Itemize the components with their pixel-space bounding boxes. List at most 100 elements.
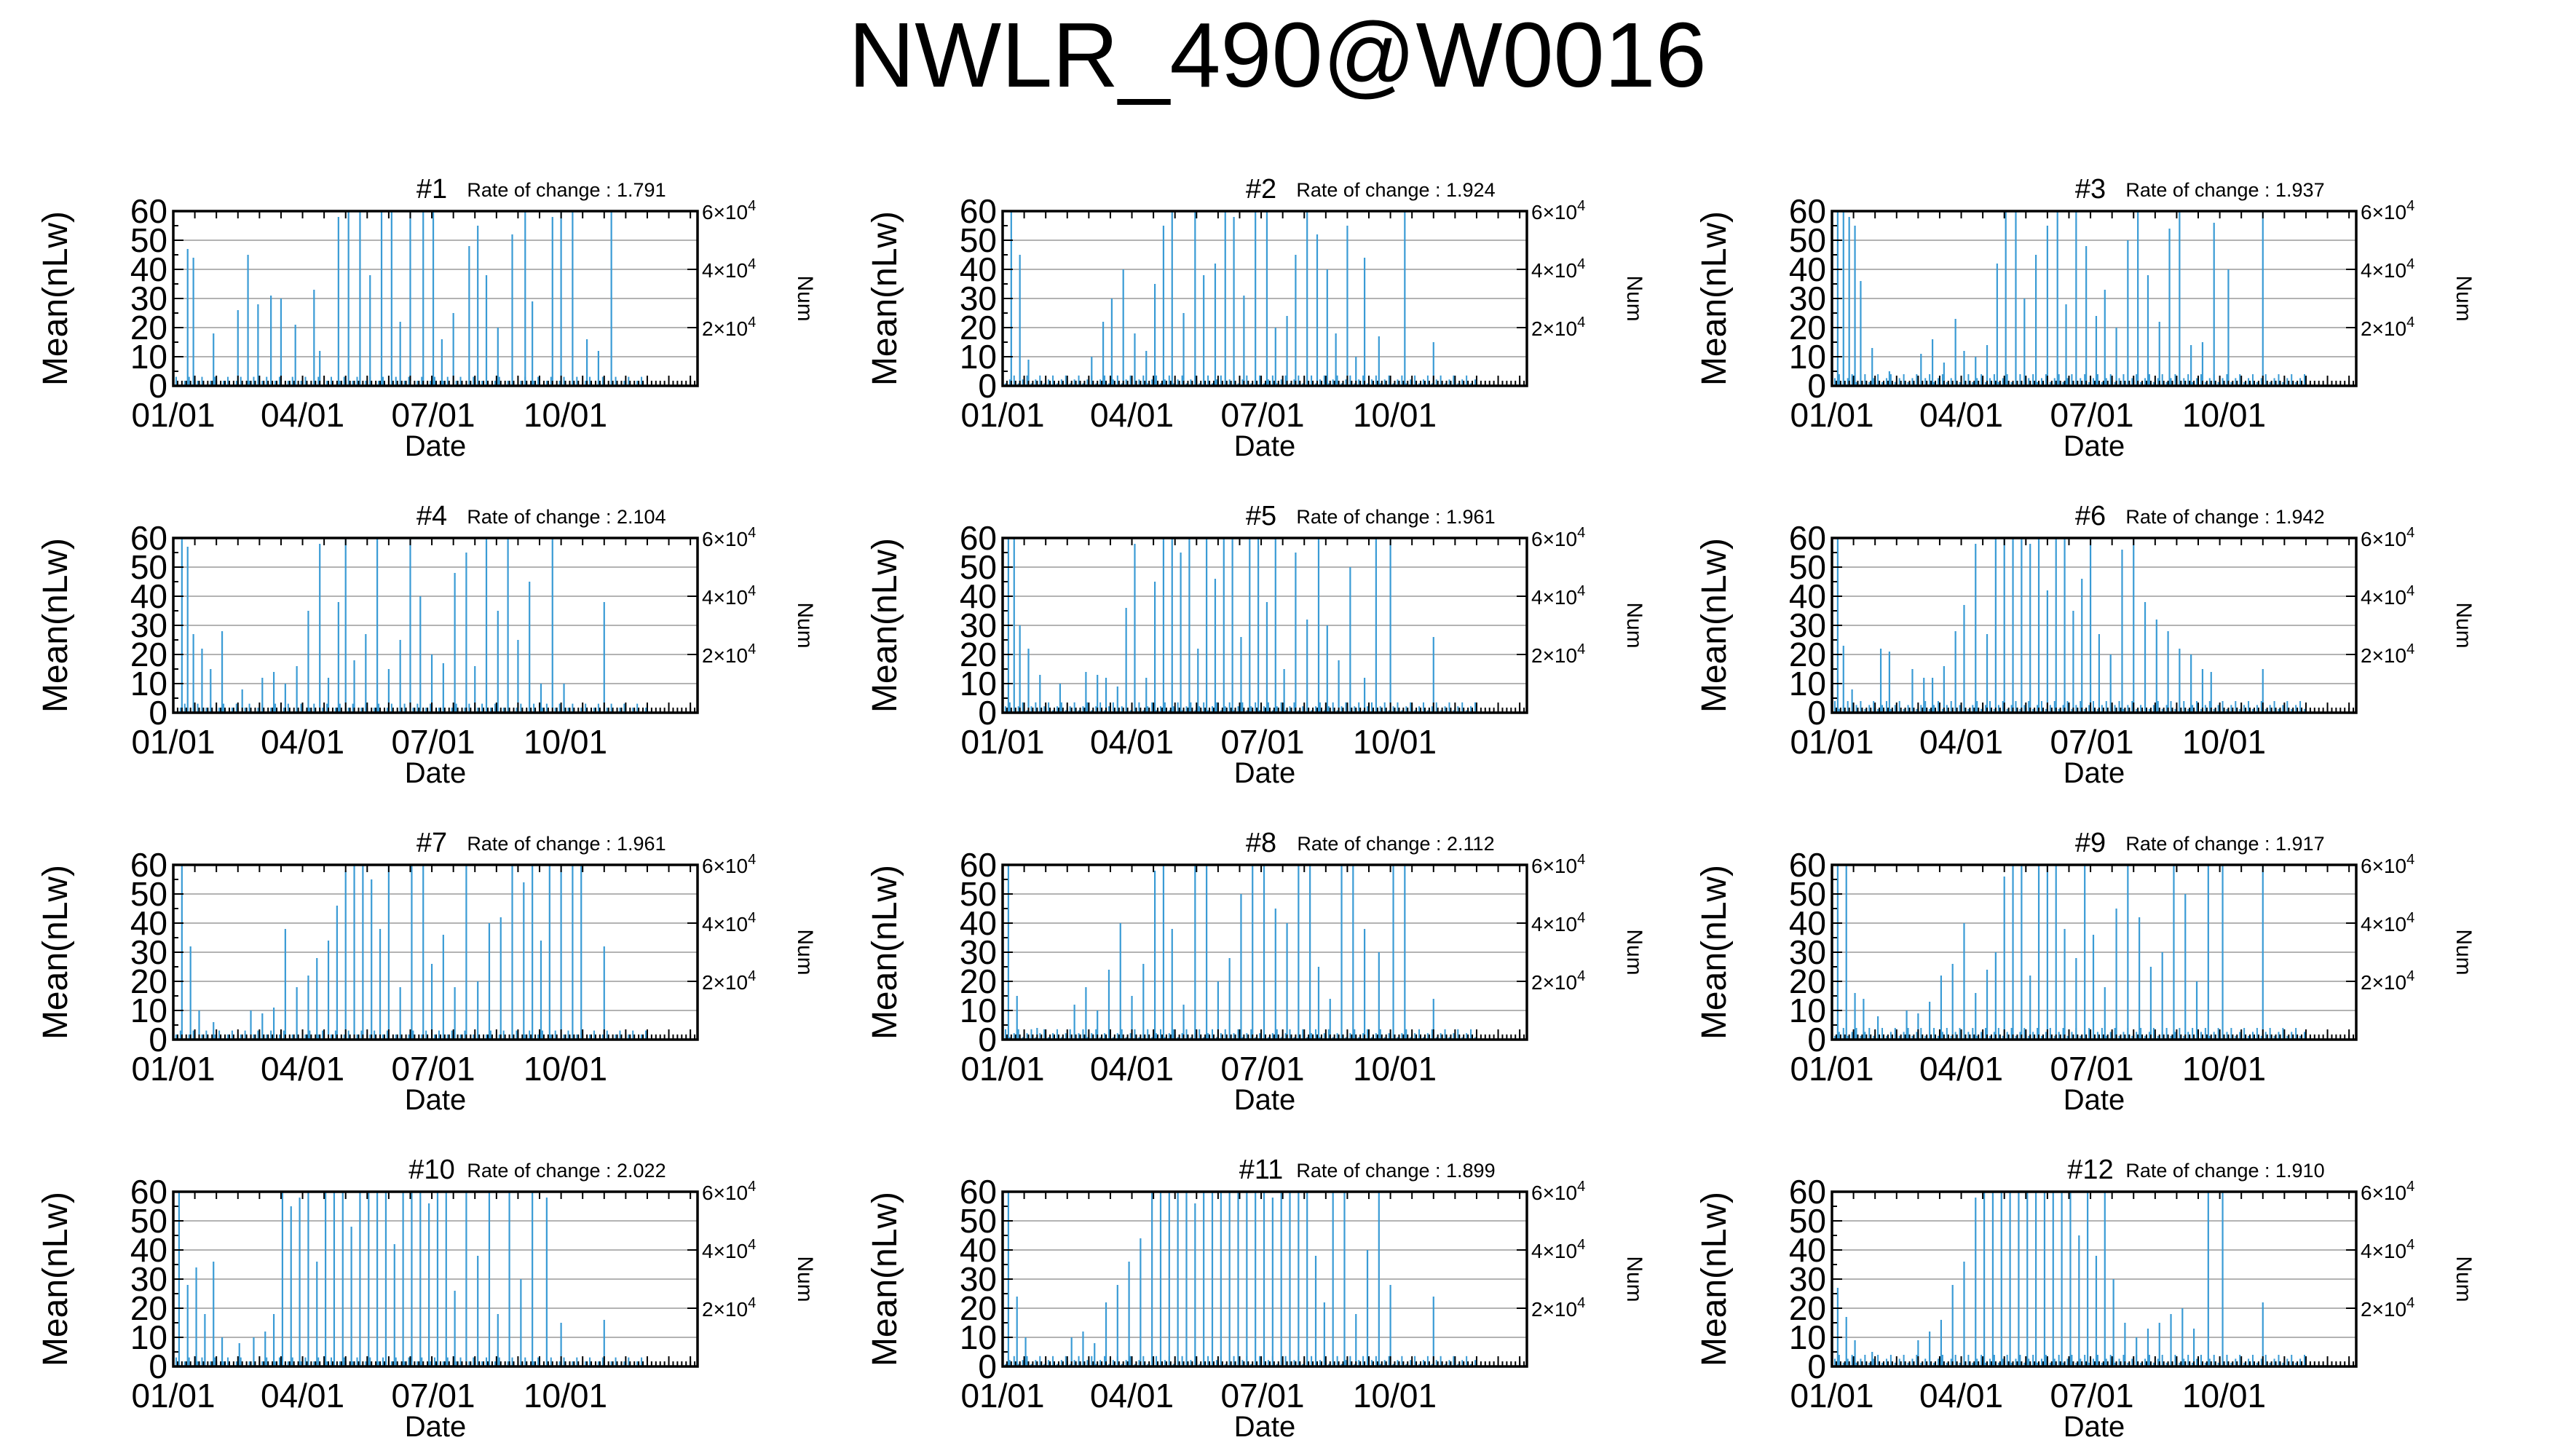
y2-tick-label: 2×104 [1531, 968, 1585, 994]
y-tick-label: 10 [960, 1318, 997, 1356]
y2-tick-label: 6×104 [2361, 852, 2414, 877]
y-tick-label: 0 [978, 1348, 997, 1385]
x-tick-label: 07/01 [2050, 1050, 2133, 1088]
y2-tick-label: 2×104 [702, 314, 756, 340]
rate-of-change-label: Rate of change : 1.937 [2125, 179, 2324, 201]
x-tick-label: 07/01 [1220, 1050, 1304, 1088]
y2-axis-label: Num [2452, 602, 2476, 648]
y2-tick-label: 6×104 [702, 1179, 756, 1204]
x-tick-label: 01/01 [131, 723, 215, 761]
y2-tick-label: 4×104 [702, 256, 756, 282]
y-tick-label: 10 [130, 665, 167, 703]
y-axis-label: Mean(nLw) [866, 538, 904, 713]
y-tick-label: 10 [1789, 1318, 1826, 1356]
y-tick-label: 60 [1789, 846, 1826, 884]
y2-tick-label: 4×104 [2361, 256, 2414, 282]
y-tick-label: 40 [1789, 904, 1826, 942]
y-tick-label: 60 [960, 846, 997, 884]
y-axis-label: Mean(nLw) [36, 1192, 75, 1366]
y-tick-label: 20 [960, 1289, 997, 1327]
y-tick-label: 50 [1789, 1202, 1826, 1240]
x-tick-label: 04/01 [1090, 396, 1174, 434]
x-tick-label: 10/01 [524, 1377, 607, 1415]
y-tick-label: 50 [960, 1202, 997, 1240]
y-tick-label: 50 [960, 221, 997, 259]
y-tick-label: 20 [960, 962, 997, 1000]
x-tick-label: 10/01 [2182, 1377, 2266, 1415]
x-tick-label: 10/01 [2182, 723, 2266, 761]
y2-tick-label: 4×104 [2361, 1237, 2414, 1262]
y-tick-label: 10 [960, 665, 997, 703]
y-tick-label: 20 [130, 962, 167, 1000]
rate-of-change-label: Rate of change : 1.910 [2125, 1160, 2324, 1182]
y-tick-label: 0 [149, 1348, 167, 1385]
x-tick-label: 10/01 [1353, 1377, 1437, 1415]
y-tick-label: 30 [130, 280, 167, 317]
y-tick-label: 50 [960, 875, 997, 913]
y-tick-label: 50 [130, 548, 167, 586]
x-tick-label: 04/01 [1090, 1377, 1174, 1415]
y-tick-label: 20 [960, 636, 997, 673]
y2-axis-label: Num [1622, 1256, 1646, 1302]
y-tick-label: 0 [149, 694, 167, 732]
y2-tick-label: 4×104 [702, 910, 756, 935]
x-tick-label: 07/01 [2050, 396, 2133, 434]
y2-tick-label: 6×104 [1531, 1179, 1585, 1204]
rate-of-change-label: Rate of change : 1.917 [2125, 833, 2324, 855]
y2-axis-label: Num [2452, 929, 2476, 975]
y-tick-label: 30 [1789, 606, 1826, 644]
y-tick-label: 20 [1789, 636, 1826, 673]
y2-tick-label: 6×104 [702, 525, 756, 550]
y-axis-label: Mean(nLw) [1695, 1192, 1734, 1366]
x-tick-label: 07/01 [391, 1377, 475, 1415]
y-tick-label: 10 [960, 338, 997, 376]
y-tick-label: 60 [1789, 1173, 1826, 1211]
y-tick-label: 40 [130, 904, 167, 942]
y2-axis-label: Num [1622, 929, 1646, 975]
rate-of-change-label: Rate of change : 1.791 [467, 179, 666, 201]
x-axis-label: Date [1234, 757, 1296, 789]
y-tick-label: 50 [130, 1202, 167, 1240]
x-tick-label: 10/01 [2182, 396, 2266, 434]
x-tick-label: 07/01 [1220, 723, 1304, 761]
x-tick-label: 01/01 [960, 1050, 1044, 1088]
y-tick-label: 60 [960, 1173, 997, 1211]
x-tick-label: 04/01 [1919, 723, 2003, 761]
y-tick-label: 50 [130, 221, 167, 259]
y2-tick-label: 4×104 [702, 1237, 756, 1262]
x-tick-label: 04/01 [1919, 1050, 2003, 1088]
panel-title: #9 [2075, 828, 2106, 858]
y2-tick-label: 6×104 [702, 852, 756, 877]
y-tick-label: 0 [149, 1021, 167, 1059]
y2-axis-label: Num [2452, 275, 2476, 321]
x-tick-label: 04/01 [1919, 396, 2003, 434]
y2-tick-label: 4×104 [1531, 256, 1585, 282]
y2-tick-label: 4×104 [1531, 910, 1585, 935]
y2-axis-label: Num [2452, 1256, 2476, 1302]
y2-tick-label: 2×104 [2361, 314, 2414, 340]
x-tick-label: 01/01 [1790, 1377, 1873, 1415]
y2-tick-label: 4×104 [1531, 583, 1585, 609]
y-tick-label: 60 [130, 1173, 167, 1211]
x-axis-label: Date [405, 1411, 467, 1443]
x-tick-label: 04/01 [261, 396, 344, 434]
y-tick-label: 40 [130, 577, 167, 615]
y-tick-label: 0 [149, 367, 167, 405]
y2-tick-label: 6×104 [2361, 525, 2414, 550]
y-tick-label: 0 [1807, 367, 1826, 405]
x-tick-label: 04/01 [1919, 1377, 2003, 1415]
panel-title: #2 [1246, 174, 1276, 205]
x-tick-label: 07/01 [391, 1050, 475, 1088]
y2-axis-label: Num [793, 275, 817, 321]
y-axis-label: Mean(nLw) [36, 538, 75, 713]
y-tick-label: 30 [1789, 1260, 1826, 1298]
x-tick-label: 04/01 [261, 723, 344, 761]
y2-tick-label: 4×104 [2361, 583, 2414, 609]
y-tick-label: 40 [1789, 577, 1826, 615]
y-tick-label: 30 [960, 606, 997, 644]
rate-of-change-label: Rate of change : 1.961 [1296, 506, 1495, 528]
